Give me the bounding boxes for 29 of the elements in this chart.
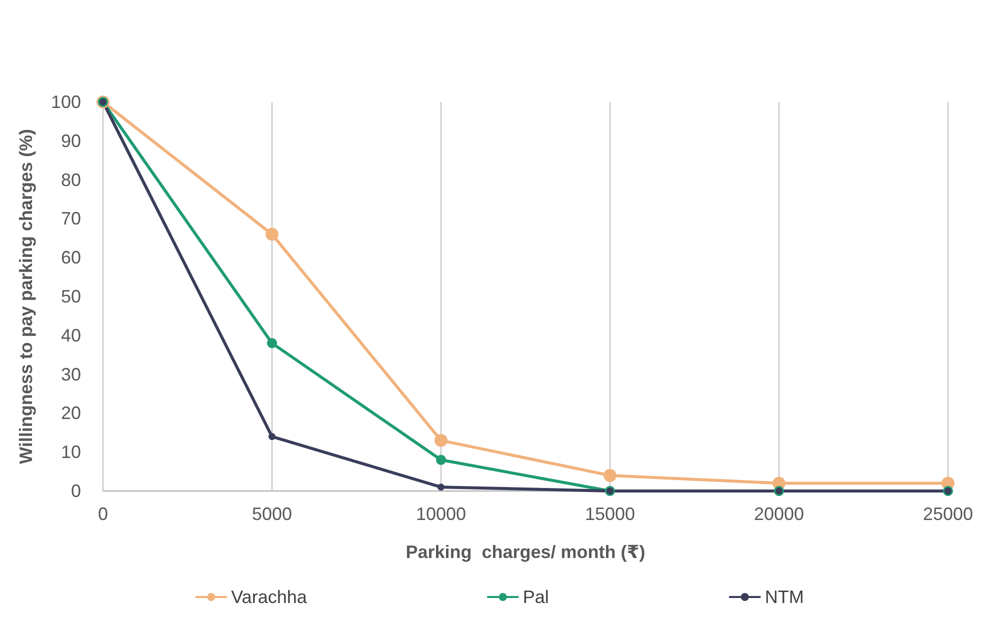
legend-label: Varachha — [231, 587, 308, 607]
x-tick-label: 20000 — [754, 504, 804, 524]
x-tick-label: 10000 — [416, 504, 466, 524]
point — [436, 454, 446, 465]
y-tick-label: 70 — [60, 208, 81, 229]
y-tick-label: 90 — [60, 130, 81, 151]
point — [438, 484, 444, 491]
y-tick-label: 50 — [60, 286, 81, 306]
y-tick-label: 30 — [60, 364, 81, 384]
legend-label: NTM — [764, 587, 804, 607]
x-tick-label: 0 — [98, 504, 108, 524]
legend-label: Pal — [522, 587, 549, 607]
y-axis-title: Willingness to pay parking charges (%) — [16, 129, 36, 464]
y-tick-label: 10 — [60, 442, 81, 462]
point — [267, 338, 277, 348]
y-tick-label: 100 — [50, 92, 81, 112]
y-tick-label: 0 — [70, 481, 81, 501]
x-tick-label: 15000 — [584, 504, 636, 524]
x-axis-title: Parking charges/ month (₹) — [406, 542, 646, 562]
y-tick-label: 80 — [60, 170, 81, 190]
point — [434, 434, 448, 447]
point — [268, 433, 276, 440]
x-tick-label: 25000 — [922, 504, 974, 524]
point — [604, 468, 616, 482]
y-tick-label: 40 — [60, 325, 81, 346]
point — [266, 228, 278, 241]
x-tick-label: 5000 — [252, 504, 292, 524]
y-tick-label: 20 — [60, 403, 81, 424]
y-tick-label: 60 — [60, 248, 81, 268]
